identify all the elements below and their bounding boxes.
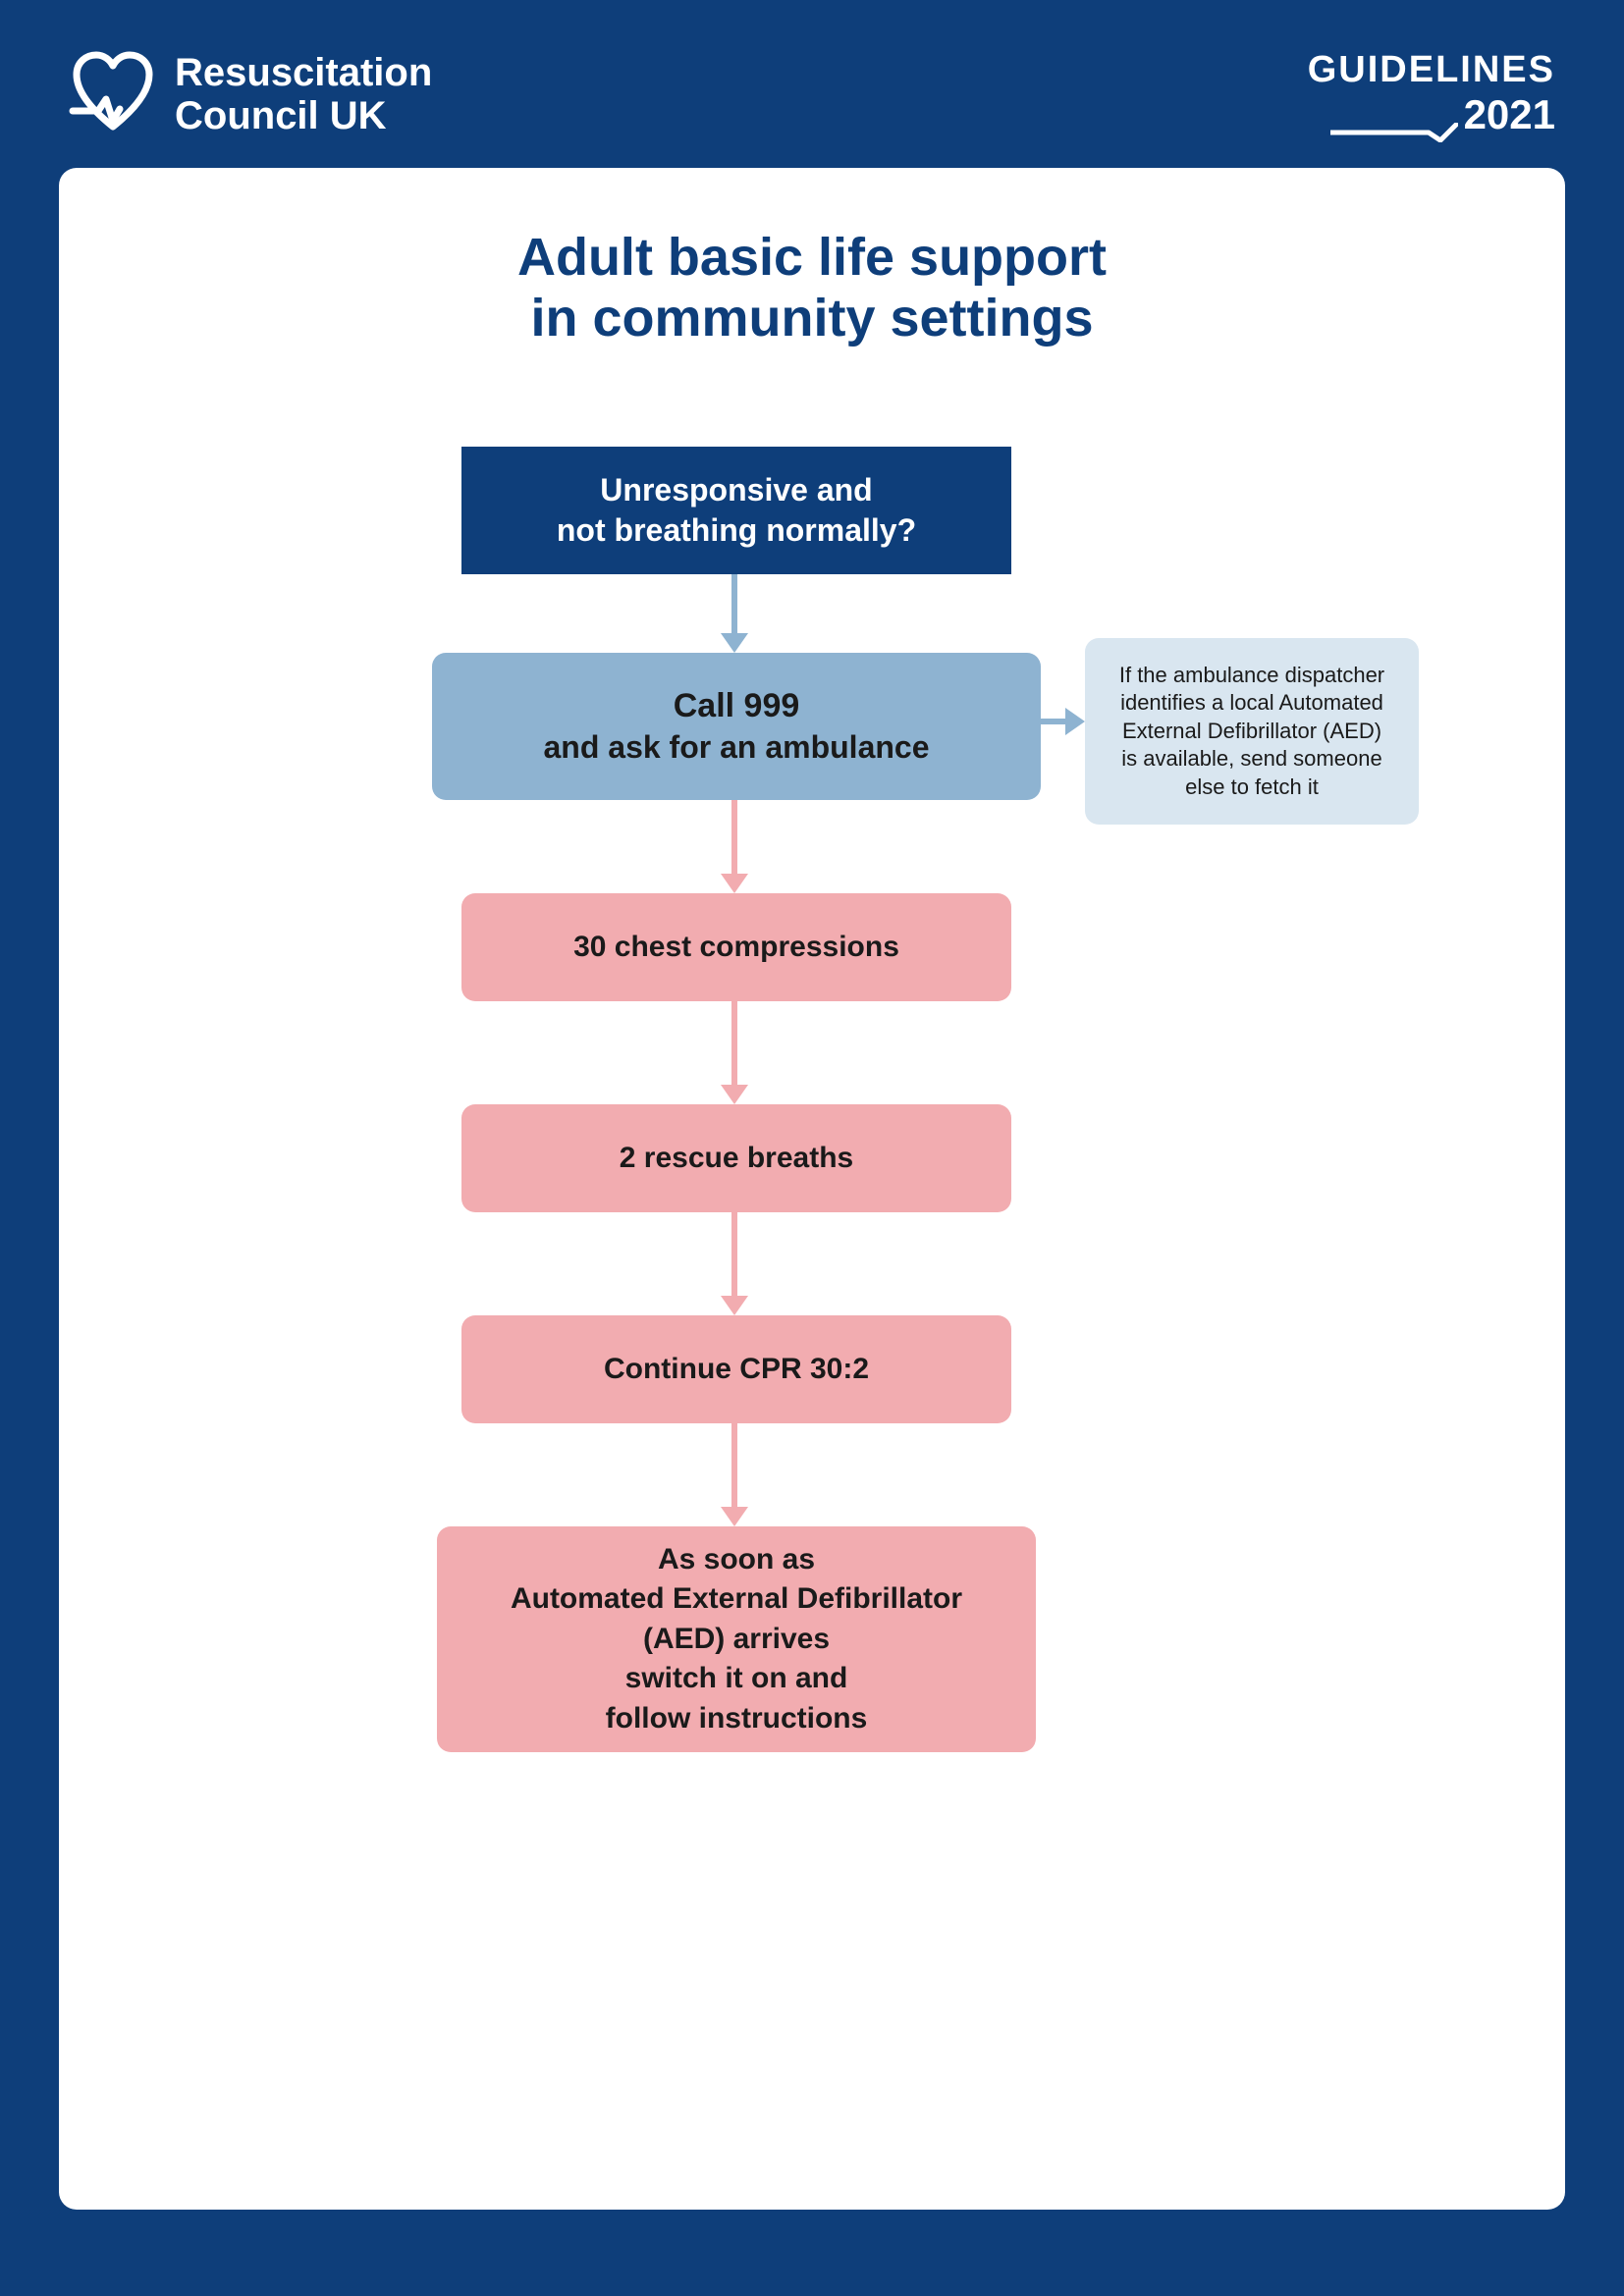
title-line2: in community settings [98, 288, 1526, 348]
arrow-start-call [730, 574, 739, 653]
node-cpr: Continue CPR 30:2 [461, 1315, 1011, 1423]
arrow-comp-breaths [730, 1001, 739, 1104]
guidelines-block: GUIDELINES 2021 [1308, 49, 1555, 138]
arrow-call-comp [730, 800, 739, 893]
title-line1: Adult basic life support [98, 227, 1526, 288]
node-start: Unresponsive andnot breathing normally? [461, 447, 1011, 574]
arrow-cpr-aed [730, 1423, 739, 1526]
logo-block: Resuscitation Council UK [69, 50, 432, 138]
flowchart: Unresponsive andnot breathing normally? C… [98, 447, 1526, 1821]
guidelines-label: GUIDELINES [1308, 49, 1555, 91]
node-breaths: 2 rescue breaths [461, 1104, 1011, 1212]
arrow-call-side [1041, 717, 1085, 726]
org-line2: Council UK [175, 94, 432, 137]
arrow-breaths-cpr [730, 1212, 739, 1315]
logo-text: Resuscitation Council UK [175, 51, 432, 137]
check-icon [1330, 105, 1458, 125]
header: Resuscitation Council UK GUIDELINES 2021 [0, 0, 1624, 168]
org-line1: Resuscitation [175, 51, 432, 94]
node-side: If the ambulance dispatcher identifies a… [1085, 638, 1419, 825]
page-root: Resuscitation Council UK GUIDELINES 2021… [0, 0, 1624, 2296]
content-panel: Adult basic life support in community se… [59, 168, 1565, 2210]
heart-icon [69, 50, 157, 138]
guidelines-year: 2021 [1464, 91, 1555, 138]
page-title: Adult basic life support in community se… [98, 227, 1526, 348]
node-comp: 30 chest compressions [461, 893, 1011, 1001]
node-aed: As soon asAutomated External Defibrillat… [437, 1526, 1036, 1752]
guidelines-year-row: 2021 [1308, 91, 1555, 138]
node-call: Call 999and ask for an ambulance [432, 653, 1041, 800]
